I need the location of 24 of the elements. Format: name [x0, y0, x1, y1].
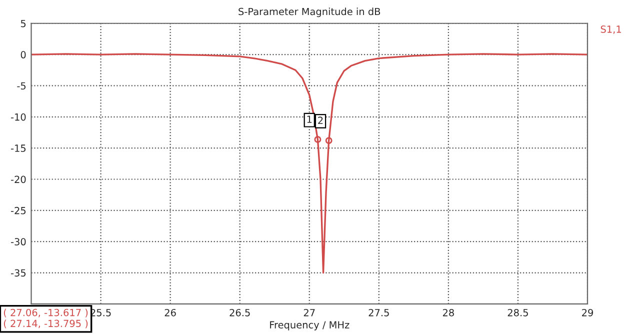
chart-title: S-Parameter Magnitude in dB: [238, 8, 380, 18]
x-tick-label: 26.5: [230, 308, 250, 316]
x-tick-label: 28: [442, 308, 454, 316]
x-tick-label: 26: [164, 308, 176, 316]
annotation: 1: [307, 116, 312, 123]
annotation: 2: [318, 116, 323, 124]
y-tick-label: -10: [10, 113, 26, 121]
y-tick-label: 5: [20, 20, 26, 28]
line-series: [31, 53, 588, 274]
x-tick-label: 27.5: [368, 308, 389, 316]
y-tick-label: -35: [10, 269, 26, 277]
x-tick-label: 29: [582, 308, 593, 316]
x-axis-title: Frequency / MHz: [270, 321, 350, 330]
x-tick-label: 27: [304, 308, 315, 316]
text: S1,1: [600, 26, 621, 34]
y-tick-label: 0: [20, 51, 26, 58]
y-tick-label: -15: [10, 144, 26, 152]
y-tick-label: -5: [17, 82, 26, 90]
text: ( 27.14, -13.795 ): [4, 320, 88, 328]
text: ( 27.06, -13.617 ): [4, 308, 88, 318]
y-tick-label: -20: [10, 176, 26, 184]
x-tick-label: 28.5: [508, 308, 528, 316]
y-tick-label: -25: [10, 206, 26, 214]
y-tick-label: -30: [10, 238, 26, 246]
